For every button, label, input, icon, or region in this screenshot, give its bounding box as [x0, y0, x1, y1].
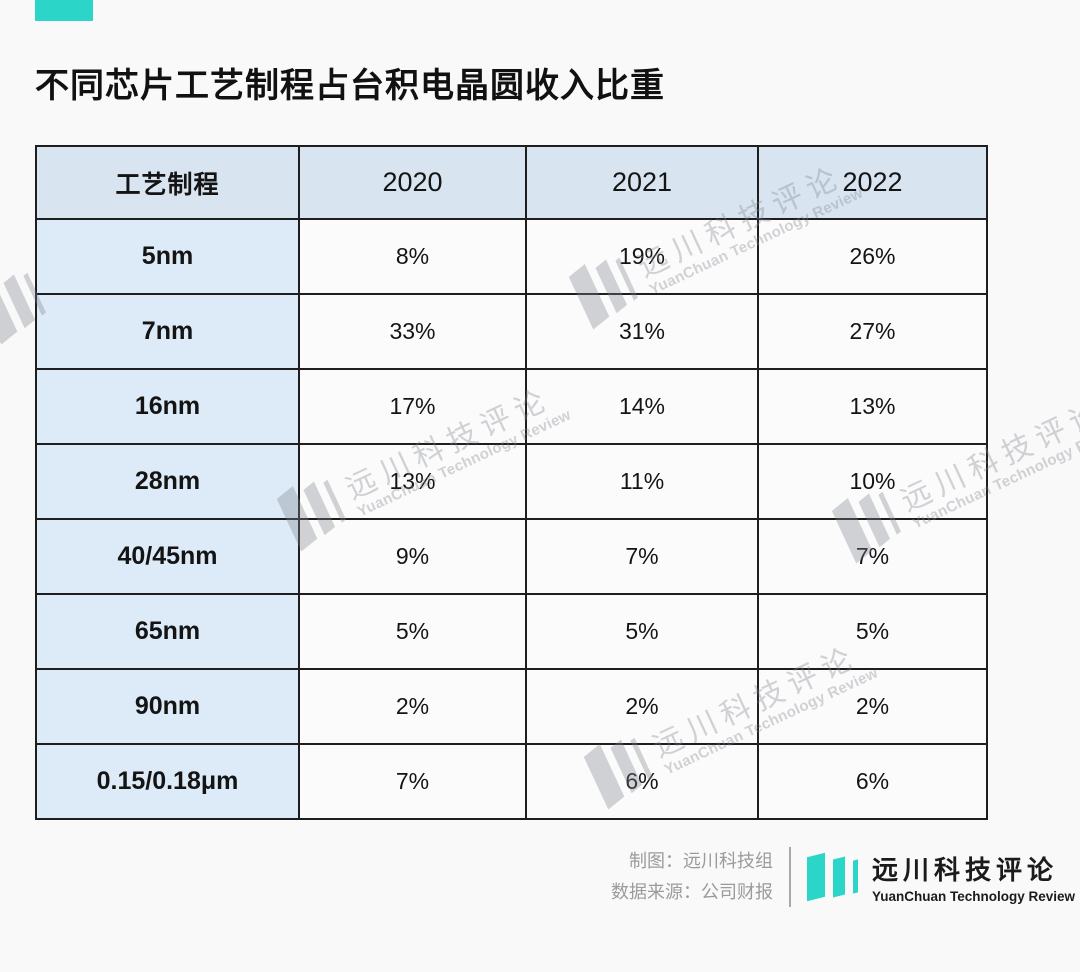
value-cell: 7% — [525, 518, 759, 595]
value-cell: 17% — [298, 368, 527, 445]
table-body: 5nm 8% 19% 26% 7nm 33% 31% 27% 16nm 17% 14% 13% 28nm… — [35, 218, 988, 820]
value-cell: 2% — [757, 668, 988, 745]
value-cell: 5% — [298, 593, 527, 670]
page-title: 不同芯片工艺制程占台积电晶圆收入比重 — [35, 67, 665, 105]
column-header-2021: 2021 — [525, 145, 759, 220]
footer: 制图：远川科技组 数据来源：公司财报 远川科技评论 YuanChuan Tech… — [611, 846, 1075, 907]
value-cell: 6% — [525, 743, 759, 820]
credit-maker: 制图：远川科技组 — [628, 851, 773, 871]
table-row: 40/45nm 9% 7% 7% — [35, 518, 988, 595]
brand-logo: 远川科技评论 YuanChuan Technology Review — [806, 850, 1075, 904]
table-row: 90nm 2% 2% 2% — [35, 668, 988, 745]
table-row: 16nm 17% 14% 13% — [35, 368, 988, 445]
column-header-2020: 2020 — [298, 145, 527, 220]
value-cell: 2% — [525, 668, 759, 745]
accent-bar — [35, 0, 93, 21]
value-cell: 9% — [298, 518, 527, 595]
brand-logo-icon — [806, 852, 858, 901]
process-node-cell: 5nm — [35, 218, 300, 295]
table-header-row: 工艺制程 2020 2021 2022 — [35, 145, 988, 220]
value-cell: 13% — [298, 443, 527, 520]
value-cell: 2% — [298, 668, 527, 745]
footer-divider — [788, 846, 791, 907]
brand-name-cn: 远川科技评论 — [871, 854, 1058, 885]
table-row: 28nm 13% 11% 10% — [35, 443, 988, 520]
value-cell: 5% — [525, 593, 759, 670]
credits: 制图：远川科技组 数据来源：公司财报 — [611, 846, 773, 907]
brand-name-en: YuanChuan Technology Review — [871, 888, 1075, 904]
table-row: 5nm 8% 19% 26% — [35, 218, 988, 295]
process-node-cell: 65nm — [35, 593, 300, 670]
process-revenue-table: 工艺制程 2020 2021 2022 5nm 8% 19% 26% 7nm 33% 31%… — [35, 145, 988, 820]
process-node-cell: 7nm — [35, 293, 300, 370]
value-cell: 33% — [298, 293, 527, 370]
value-cell: 31% — [525, 293, 759, 370]
value-cell: 27% — [757, 293, 988, 370]
column-header-2022: 2022 — [757, 145, 988, 220]
process-node-cell: 0.15/0.18μm — [35, 743, 300, 820]
process-node-cell: 16nm — [35, 368, 300, 445]
value-cell: 7% — [298, 743, 527, 820]
value-cell: 26% — [757, 218, 988, 295]
value-cell: 6% — [757, 743, 988, 820]
value-cell: 10% — [757, 443, 988, 520]
value-cell: 7% — [757, 518, 988, 595]
credit-source: 数据来源：公司财报 — [610, 881, 773, 902]
value-cell: 11% — [525, 443, 759, 520]
value-cell: 5% — [757, 593, 988, 670]
process-node-cell: 40/45nm — [35, 518, 300, 595]
table-row: 0.15/0.18μm 7% 6% 6% — [35, 743, 988, 820]
value-cell: 19% — [525, 218, 759, 295]
table-row: 7nm 33% 31% 27% — [35, 293, 988, 370]
value-cell: 13% — [757, 368, 988, 445]
table-row: 65nm 5% 5% 5% — [35, 593, 988, 670]
value-cell: 8% — [298, 218, 527, 295]
value-cell: 14% — [525, 368, 759, 445]
column-header-process: 工艺制程 — [35, 145, 300, 220]
process-node-cell: 28nm — [35, 443, 300, 520]
process-node-cell: 90nm — [35, 668, 300, 745]
